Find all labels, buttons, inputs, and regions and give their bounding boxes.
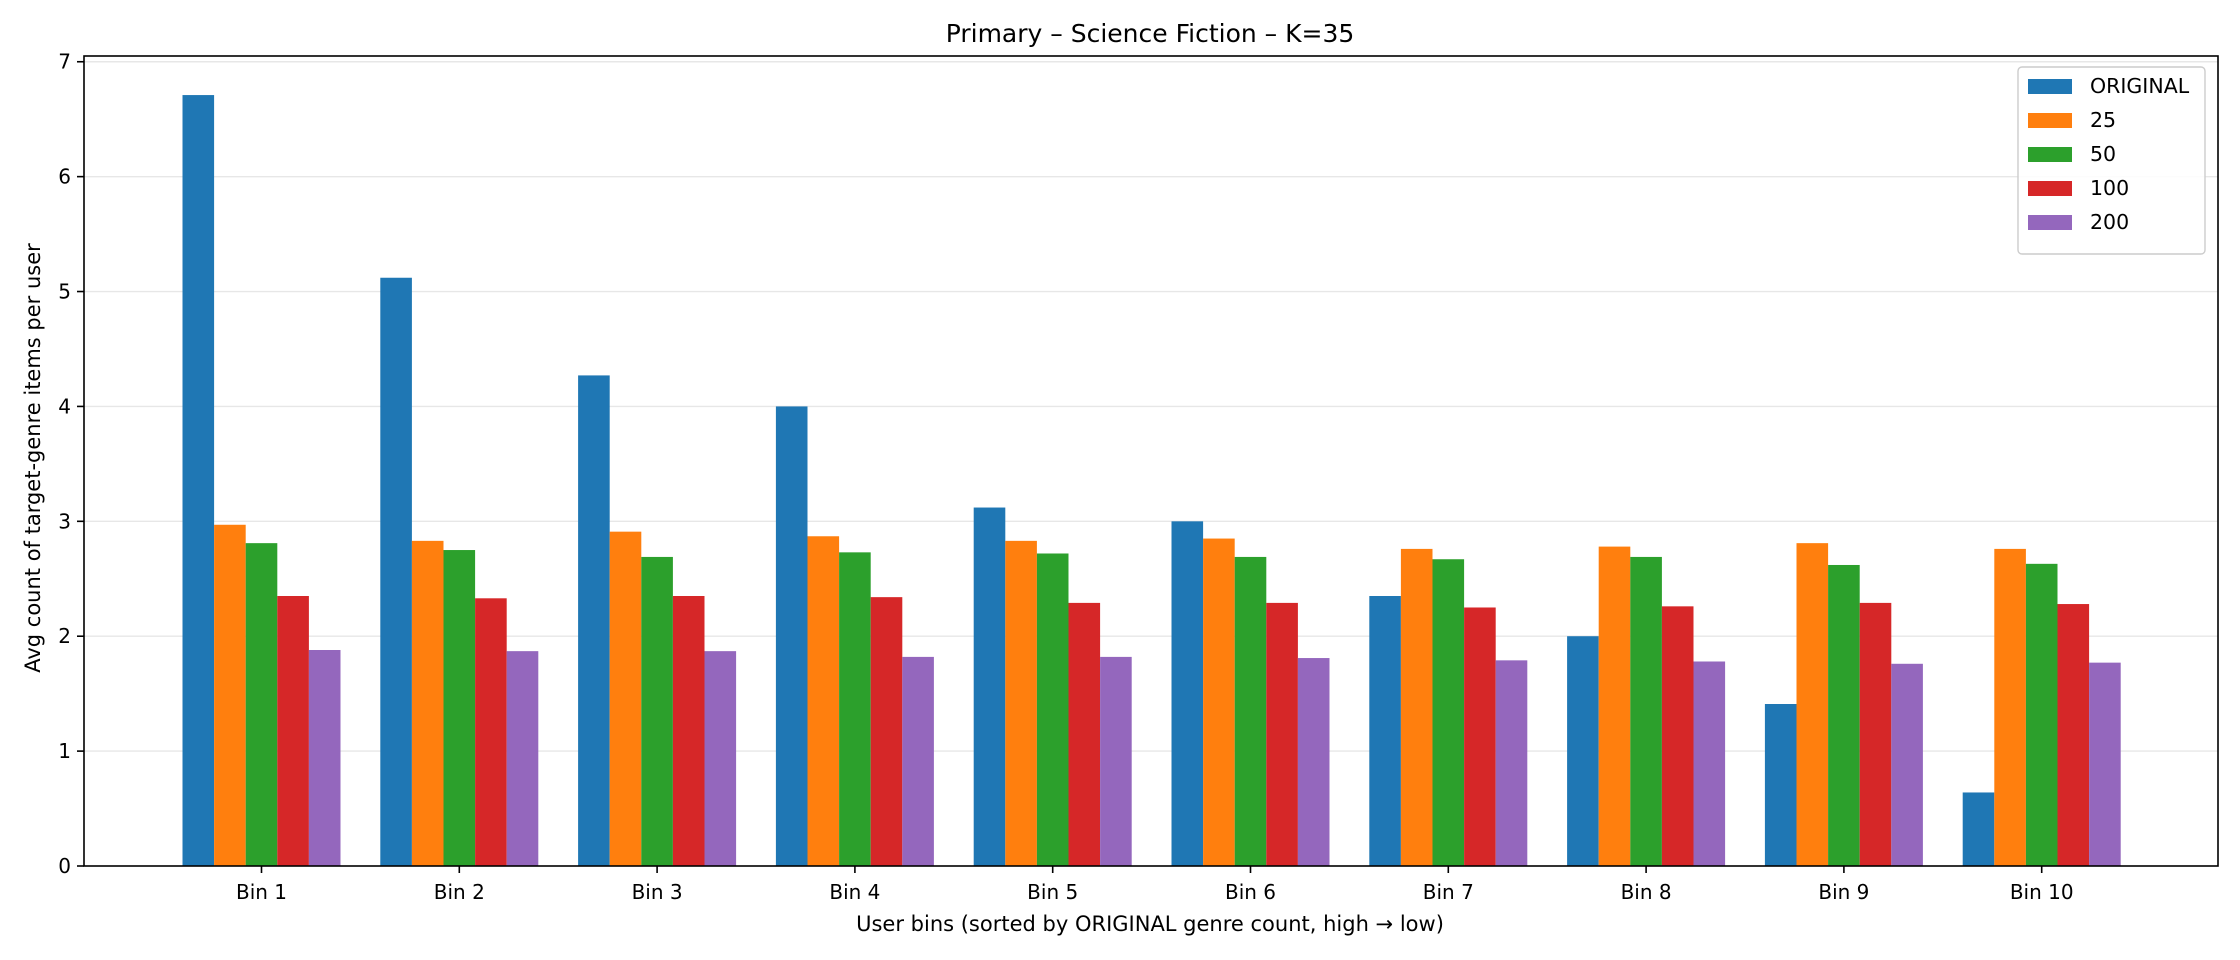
legend-label: 100	[2090, 176, 2129, 200]
bar-50-bin7	[1432, 559, 1465, 866]
legend-swatch	[2028, 147, 2072, 162]
bar-25-bin1	[214, 524, 246, 866]
x-tick-label: Bin 4	[829, 880, 880, 904]
y-tick-label: 5	[58, 280, 71, 304]
bar-200-bin9	[1891, 663, 1923, 866]
bar-100-bin9	[1859, 602, 1892, 866]
bar-100-bin10	[2057, 604, 2090, 866]
x-tick-label: Bin 10	[2010, 880, 2074, 904]
bar-25-bin8	[1598, 546, 1631, 866]
bar-original-bin10	[1962, 792, 1995, 866]
bar-50-bin8	[1630, 556, 1662, 866]
bar-50-bin10	[2025, 563, 2058, 866]
legend-swatch	[2028, 181, 2072, 196]
bar-25-bin4	[807, 536, 840, 866]
x-tick-label: Bin 9	[1818, 880, 1869, 904]
y-tick-label: 6	[58, 165, 71, 189]
y-tick-label: 1	[58, 739, 71, 763]
x-tick-label: Bin 8	[1621, 880, 1672, 904]
bar-25-bin10	[1994, 548, 2026, 866]
bar-100-bin4	[870, 597, 903, 866]
bar-100-bin8	[1661, 606, 1694, 866]
bar-original-bin4	[775, 406, 808, 866]
bar-original-bin2	[380, 277, 412, 866]
bar-50-bin1	[245, 543, 278, 866]
bar-100-bin6	[1266, 602, 1298, 866]
bar-original-bin7	[1369, 596, 1401, 866]
bar-50-bin2	[443, 550, 476, 866]
bar-200-bin5	[1100, 656, 1132, 866]
legend: ORIGINAL 25 50 100 200	[2017, 66, 2206, 255]
bar-25-bin9	[1796, 543, 1829, 866]
bar-200-bin6	[1297, 658, 1330, 866]
bar-50-bin4	[839, 552, 871, 866]
y-tick-label: 7	[58, 50, 71, 74]
plot-frame	[83, 55, 2219, 867]
bar-100-bin7	[1464, 607, 1496, 866]
y-tick-label: 4	[58, 394, 71, 418]
y-tick-label: 0	[58, 854, 71, 878]
bar-original-bin1	[182, 95, 215, 866]
x-tick-label: Bin 5	[1027, 880, 1078, 904]
bar-200-bin3	[704, 651, 737, 866]
bar-100-bin2	[475, 598, 507, 866]
bar-25-bin6	[1203, 538, 1235, 866]
bar-original-bin6	[1171, 521, 1204, 866]
bar-200-bin1	[308, 650, 341, 866]
bar-100-bin5	[1068, 602, 1101, 866]
x-tick-label: Bin 1	[236, 880, 287, 904]
legend-swatch	[2028, 113, 2072, 128]
bar-200-bin4	[902, 656, 934, 866]
y-axis-label: Avg count of target-genre items per user	[21, 243, 45, 673]
bar-original-bin9	[1764, 704, 1797, 866]
bar-100-bin3	[672, 596, 705, 866]
bar-50-bin3	[641, 556, 673, 866]
bar-original-bin5	[973, 507, 1006, 866]
bar-25-bin3	[609, 531, 642, 866]
x-tick-label: Bin 3	[632, 880, 683, 904]
axes: 0 1 2 3 4 5 6 7 Bin 1 Bin 2 Bin 3 Bin 4 Bin 5 Bin 6 Bi…	[58, 50, 2219, 904]
legend-swatch	[2028, 79, 2072, 94]
y-tick-label: 3	[58, 509, 71, 533]
x-tick-label: Bin 7	[1423, 880, 1474, 904]
x-tick-label: Bin 6	[1225, 880, 1276, 904]
bars	[182, 95, 2121, 866]
bar-200-bin7	[1495, 660, 1528, 866]
bar-200-bin8	[1693, 661, 1726, 866]
legend-label: 25	[2090, 108, 2116, 132]
bar-200-bin2	[506, 651, 539, 866]
bar-50-bin5	[1036, 553, 1069, 866]
bar-original-bin3	[578, 375, 610, 866]
bar-25-bin7	[1400, 548, 1433, 866]
legend-label: 200	[2090, 210, 2129, 234]
bar-25-bin5	[1005, 540, 1037, 866]
x-tick-label: Bin 2	[434, 880, 485, 904]
bar-100-bin1	[277, 596, 309, 866]
legend-label: ORIGINAL	[2090, 74, 2190, 98]
y-tick-label: 2	[58, 624, 71, 648]
x-axis-label: User bins (sorted by ORIGINAL genre coun…	[856, 912, 1444, 936]
legend-label: 50	[2090, 142, 2116, 166]
bar-50-bin9	[1828, 564, 1860, 866]
bar-200-bin10	[2089, 662, 2121, 866]
legend-swatch	[2028, 215, 2072, 230]
chart-title: Primary – Science Fiction – K=35	[946, 19, 1355, 48]
bar-50-bin6	[1234, 556, 1267, 866]
bar-25-bin2	[411, 540, 444, 866]
bar-original-bin8	[1567, 636, 1599, 866]
